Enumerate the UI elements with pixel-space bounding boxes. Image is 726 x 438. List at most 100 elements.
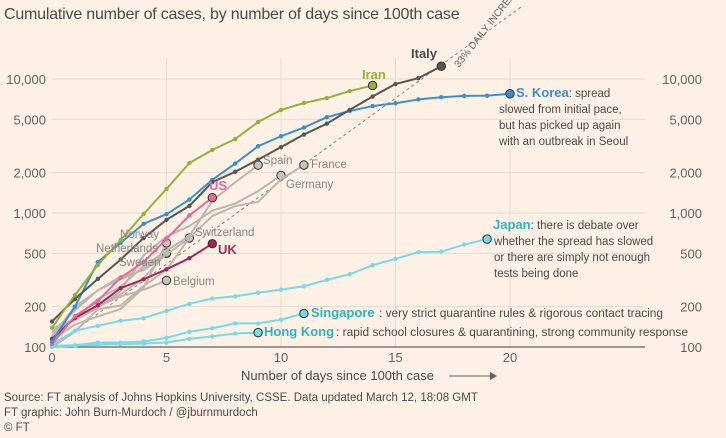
graphic-credit: FT graphic: John Burn-Murdoch / @jburnmu… bbox=[4, 407, 258, 419]
series-line-hong-kong bbox=[51, 331, 259, 348]
data-point-end-us bbox=[207, 193, 218, 203]
data-point-end-singapore bbox=[299, 308, 309, 319]
x-tick-label: 0 bbox=[48, 350, 55, 365]
gridlines bbox=[52, 58, 645, 347]
label-sweden: Sweden bbox=[119, 257, 161, 269]
data-point-italy bbox=[210, 179, 215, 185]
y-tick-label-right: 5,000 bbox=[669, 112, 702, 127]
singapore-note: : very strict quarantine rules & rigorou… bbox=[379, 308, 663, 320]
y-tick-label-left: 5,000 bbox=[13, 112, 46, 127]
data-point-iran bbox=[72, 292, 78, 298]
data-point-s-korea bbox=[370, 103, 375, 109]
skorea-note-4: with an outbreak in Seoul bbox=[498, 136, 628, 148]
data-point-italy bbox=[118, 257, 123, 262]
data-point-japan bbox=[95, 323, 101, 328]
data-point-iran bbox=[324, 95, 329, 101]
data-point-s-korea bbox=[187, 197, 192, 202]
data-point-iran bbox=[187, 160, 192, 166]
japan-note-2: whether the spread has slowed bbox=[493, 236, 653, 248]
data-point-uk bbox=[95, 303, 101, 308]
y-tick-label-left: 200 bbox=[24, 300, 46, 315]
singapore-label: Singapore bbox=[311, 305, 375, 320]
skorea-note-2: slowed from initial pace, bbox=[499, 104, 622, 116]
annotation-japan: Japan: there is debate over whether the … bbox=[493, 217, 656, 280]
skorea-note-3: but has picked up again bbox=[499, 120, 620, 132]
data-point-japan bbox=[393, 256, 398, 262]
series-lines bbox=[49, 61, 515, 350]
data-point-japan bbox=[347, 272, 352, 277]
data-point-singapore bbox=[164, 335, 169, 341]
series-line-iran bbox=[51, 84, 373, 329]
y-tick-label-right: 1,000 bbox=[669, 206, 702, 221]
japan-note-1: : there is debate over bbox=[531, 220, 639, 232]
series-iran bbox=[49, 80, 378, 331]
data-point-japan bbox=[118, 318, 123, 323]
series-italy bbox=[49, 61, 446, 324]
data-point-iran bbox=[49, 325, 55, 331]
data-point-uk bbox=[164, 267, 169, 272]
data-point-us bbox=[141, 259, 146, 265]
data-point-singapore bbox=[141, 339, 146, 344]
data-point-singapore bbox=[187, 329, 192, 334]
data-point-singapore bbox=[118, 340, 123, 345]
copyright: © FT bbox=[4, 422, 30, 434]
data-point-japan bbox=[210, 296, 215, 301]
skorea-note-1: : spread bbox=[569, 88, 611, 100]
skorea-label: S. Korea bbox=[516, 85, 570, 100]
data-point-italy bbox=[164, 217, 169, 222]
data-point-japan bbox=[278, 287, 284, 292]
series-line-france bbox=[51, 164, 305, 348]
series-japan bbox=[49, 234, 492, 347]
series-norway bbox=[51, 238, 172, 341]
data-point-iran bbox=[141, 211, 146, 217]
data-point-end-italy bbox=[436, 61, 446, 71]
data-point-japan bbox=[301, 284, 307, 289]
y-tick-label-left: 500 bbox=[24, 246, 46, 261]
label-iran: Iran bbox=[362, 67, 386, 82]
data-point-iran bbox=[278, 107, 284, 113]
data-point-end-japan bbox=[482, 234, 492, 244]
data-point-us bbox=[95, 298, 101, 304]
data-point-japan bbox=[187, 301, 192, 307]
data-point-s-korea bbox=[49, 339, 55, 344]
hongkong-note: : rapid school closures & quarantining, … bbox=[336, 327, 688, 339]
label-france: France bbox=[311, 159, 347, 171]
data-point-s-korea bbox=[278, 134, 284, 139]
data-point-end-uk bbox=[207, 239, 218, 249]
data-point-iran bbox=[164, 186, 169, 192]
data-point-uk bbox=[118, 285, 123, 291]
chart-title: Cumulative number of cases, by number of… bbox=[4, 6, 460, 23]
label-norway: Norway bbox=[120, 229, 159, 241]
label-spain: Spain bbox=[263, 155, 292, 167]
data-point-italy bbox=[393, 81, 398, 87]
data-point-s-korea bbox=[141, 221, 146, 227]
data-point-japan bbox=[233, 294, 238, 299]
data-point-japan bbox=[462, 242, 467, 247]
data-point-italy bbox=[370, 94, 375, 99]
label-netherlands: Netherlands bbox=[96, 243, 158, 255]
data-point-s-korea bbox=[324, 114, 329, 120]
data-point-japan bbox=[324, 277, 329, 283]
data-point-uk bbox=[141, 277, 146, 282]
data-point-iran bbox=[210, 147, 215, 153]
data-point-italy bbox=[187, 203, 192, 209]
label-switzerland: Switzerland bbox=[195, 227, 254, 239]
data-point-iran bbox=[118, 237, 123, 243]
japan-note-4: tests being done bbox=[494, 268, 578, 280]
series-us bbox=[49, 193, 218, 347]
series-s-korea bbox=[49, 89, 515, 344]
data-point-us bbox=[187, 213, 192, 218]
data-point-singapore bbox=[233, 321, 238, 326]
data-point-end-france bbox=[299, 160, 309, 170]
label-uk: UK bbox=[218, 242, 237, 257]
data-point-hong-kong bbox=[187, 336, 192, 342]
x-tick-label: 10 bbox=[274, 350, 288, 365]
data-point-italy bbox=[233, 169, 238, 174]
data-point-japan bbox=[164, 308, 169, 314]
series-uk bbox=[49, 239, 218, 342]
data-point-iran bbox=[95, 262, 101, 268]
data-point-italy bbox=[95, 276, 101, 282]
data-point-japan bbox=[141, 316, 146, 321]
